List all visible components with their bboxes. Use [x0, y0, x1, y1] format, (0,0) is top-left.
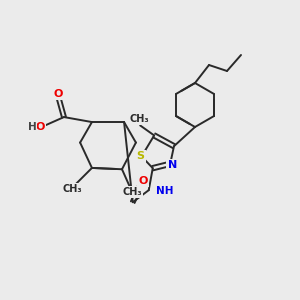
- Text: CH₃: CH₃: [122, 187, 142, 197]
- Text: O: O: [53, 89, 63, 99]
- Text: NH: NH: [156, 186, 173, 196]
- Text: N: N: [168, 160, 177, 170]
- Text: CH₃: CH₃: [62, 184, 82, 194]
- Text: H: H: [28, 122, 36, 132]
- Text: S: S: [136, 152, 145, 161]
- Text: O: O: [138, 176, 147, 186]
- Text: CH₃: CH₃: [129, 114, 149, 124]
- Text: O: O: [35, 122, 45, 132]
